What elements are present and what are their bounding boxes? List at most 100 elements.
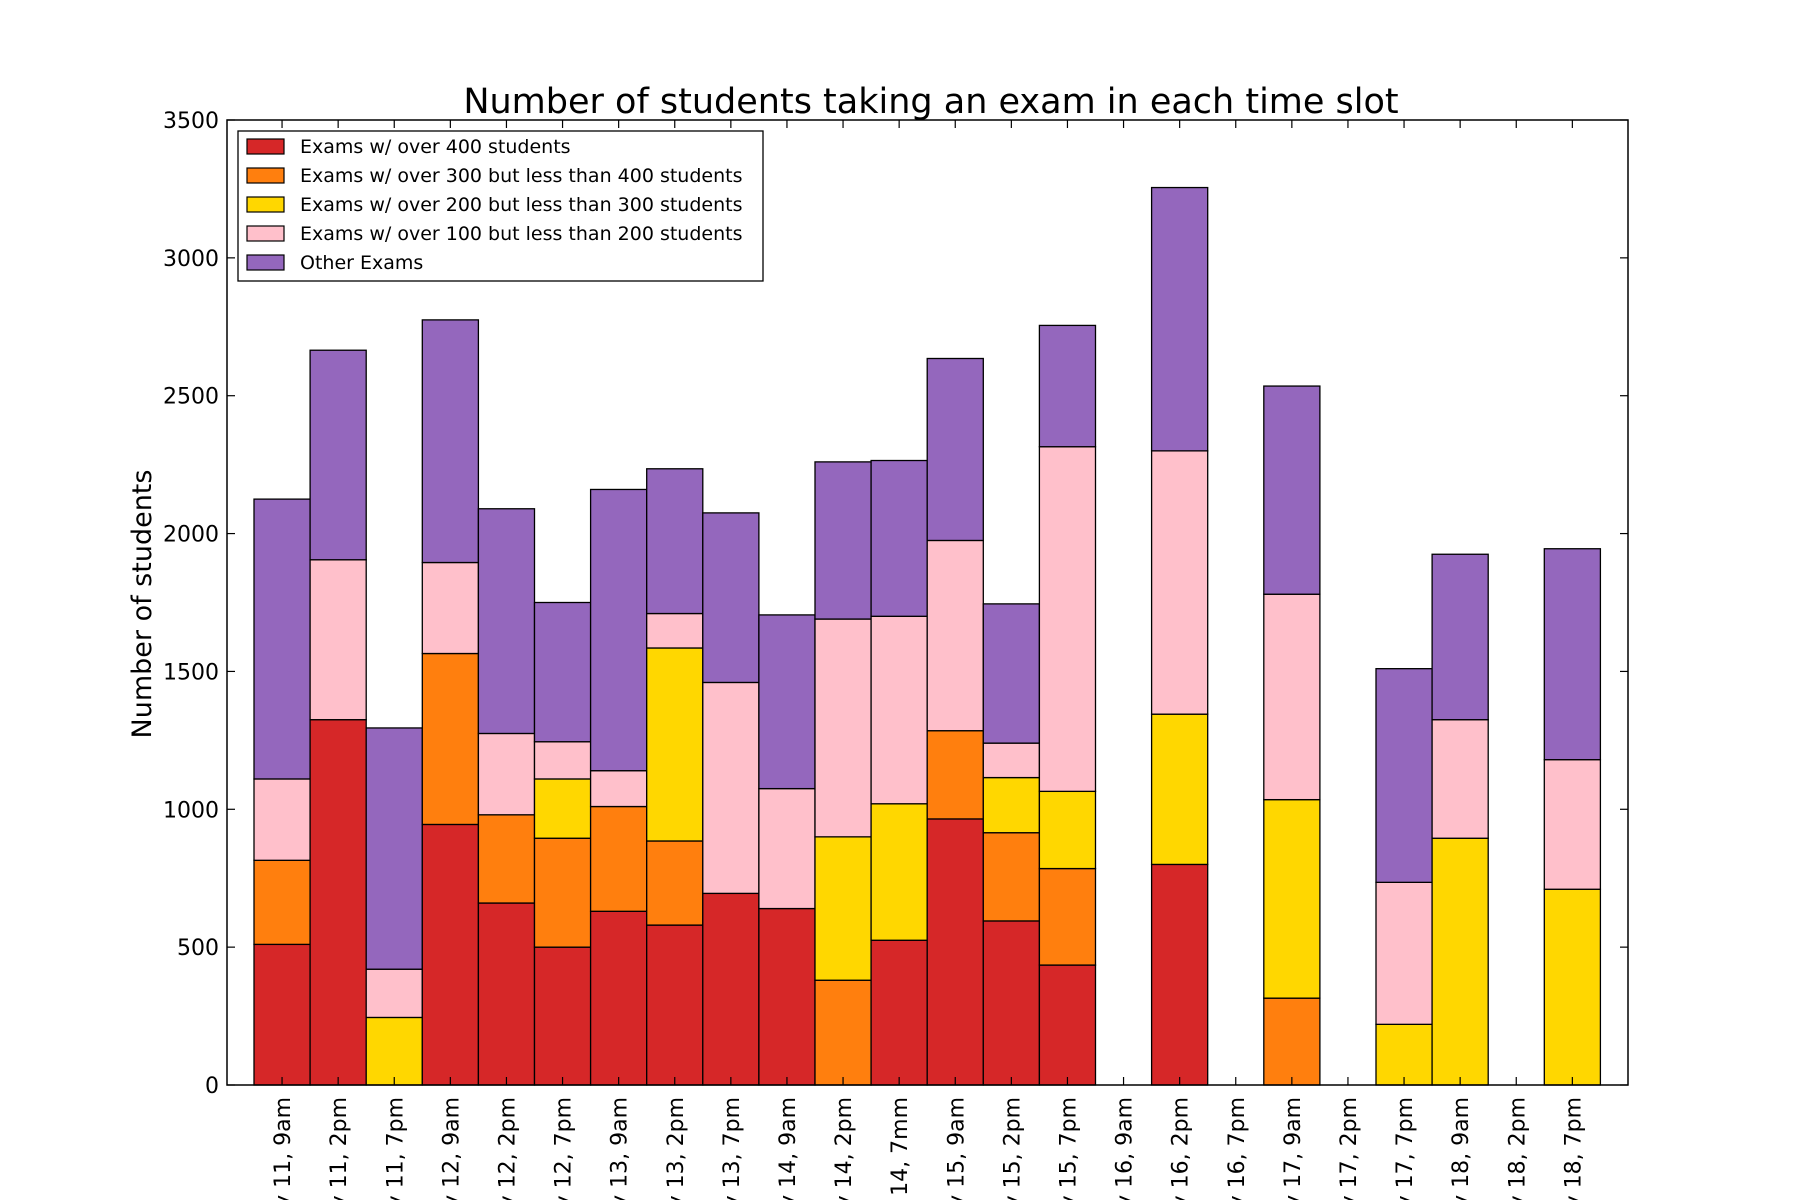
bar-segment [814,979,872,1086]
legend-label: Exams w/ over 100 but less than 200 stud… [300,223,742,245]
bar-segment [1431,837,1489,1086]
bar-segment [1150,450,1209,715]
bar-segment [533,946,592,1086]
x-tick-label: y 11, 9am [271,1097,296,1200]
bar-segment [870,459,928,617]
bar-segment [589,805,648,912]
bar-segment [1150,863,1209,1086]
x-tick-label: y 15, 9am [944,1097,969,1200]
legend-swatch [246,138,285,155]
bar-segment [814,461,872,620]
bar-segment [870,615,928,805]
bar-segment [421,319,480,564]
bar-segment [1543,888,1602,1086]
y-tick-label: 1000 [163,798,219,823]
bar-segment [982,920,1041,1086]
bars [253,186,1602,1086]
legend-label: Other Exams [300,252,423,274]
bar-segment [1543,548,1602,761]
bar-segment [1543,759,1602,890]
x-tick-label: y 12, 2pm [495,1097,520,1200]
x-tick-label: y 16, 7pm [1225,1097,1250,1200]
x-tick-label: y 17, 2pm [1337,1097,1362,1200]
bar-segment [477,732,536,816]
x-tick-label: / 14, 7mm [888,1097,913,1200]
bar-segment [646,468,704,615]
x-tick-label: y 18, 2pm [1505,1097,1530,1200]
legend-label: Exams w/ over 300 but less than 400 stud… [300,165,742,187]
x-tick-label: y 11, 7pm [383,1097,408,1200]
bar-segment [1263,593,1321,801]
bar-segment [814,618,872,838]
plot-frame [226,119,1629,1086]
bar-segment [1038,324,1097,448]
legend-swatch [246,225,285,242]
bar-segment [1431,719,1489,839]
bar-segment [758,787,816,910]
y-tick-label: 3000 [163,247,219,272]
bar-segment [533,741,592,780]
bar-segment [702,681,760,895]
bar-segment [870,803,928,941]
x-tick-label: y 18, 9am [1449,1097,1474,1200]
bar-segment [253,778,311,861]
y-tick-label: 3500 [163,109,219,134]
bar-segment [1375,668,1433,883]
bar-segment [1263,997,1321,1086]
bar-segment [533,601,592,743]
bar-segment [926,357,984,542]
x-tick-label: y 12, 7pm [552,1097,577,1200]
bar-segment [365,968,423,1019]
bar-segment [253,943,311,1086]
y-tick-label: 2500 [163,385,219,410]
bar-segment [309,559,367,721]
x-tick-label: y 14, 9am [776,1097,801,1200]
x-tick-label: y 17, 9am [1281,1097,1306,1200]
chart-title: Number of students taking an exam in eac… [463,82,1398,122]
legend-swatch [246,254,285,271]
bar-segment [646,647,704,842]
x-tick-label: y 13, 9am [608,1097,633,1200]
bar-segment [309,349,367,561]
bar-segment [926,539,984,732]
y-axis-label: Number of students [127,470,158,739]
x-tick-label: y 14, 2pm [832,1097,857,1200]
bar-segment [1038,446,1097,793]
bar-segment [982,832,1041,922]
bar-segment [1375,881,1433,1025]
bar-segment [1375,1023,1433,1086]
bar-segment [982,776,1041,834]
legend-swatch [246,167,285,184]
y-tick-label: 0 [205,1074,219,1099]
bar-segment [477,814,536,904]
bar-segment [646,612,704,649]
bar-segment [365,1016,423,1086]
y-tick-label: 2000 [163,523,219,548]
bar-segment [982,742,1041,779]
bar-segment [1150,713,1209,866]
axes: 0 500 1000 1500 2000 2500 3000 3500 y 11, 9am y 1… [163,109,1628,1200]
x-tick-label: y 15, 7pm [1056,1097,1081,1200]
bar-segment [589,910,648,1086]
bar-segment [758,907,816,1086]
bar-segment [926,818,984,1086]
x-tick-label: y 16, 9am [1113,1097,1138,1200]
bar-segment [589,770,648,808]
x-tick-label: y 13, 7pm [720,1097,745,1200]
bar-segment [758,614,816,790]
bar-segment [814,836,872,981]
bar-segment [533,778,592,839]
y-tick-label: 500 [177,936,219,961]
bar-segment [309,719,367,1086]
bar-segment [1038,867,1097,966]
bar-segment [926,730,984,820]
bar-segment [421,652,480,826]
bar-segment [646,840,704,926]
bar-segment [253,498,311,780]
x-tick-label: y 17, 7pm [1393,1097,1418,1200]
bar-segment [253,859,311,946]
bar-segment [702,512,760,684]
bar-segment [421,561,480,655]
bar-segment [421,823,480,1086]
